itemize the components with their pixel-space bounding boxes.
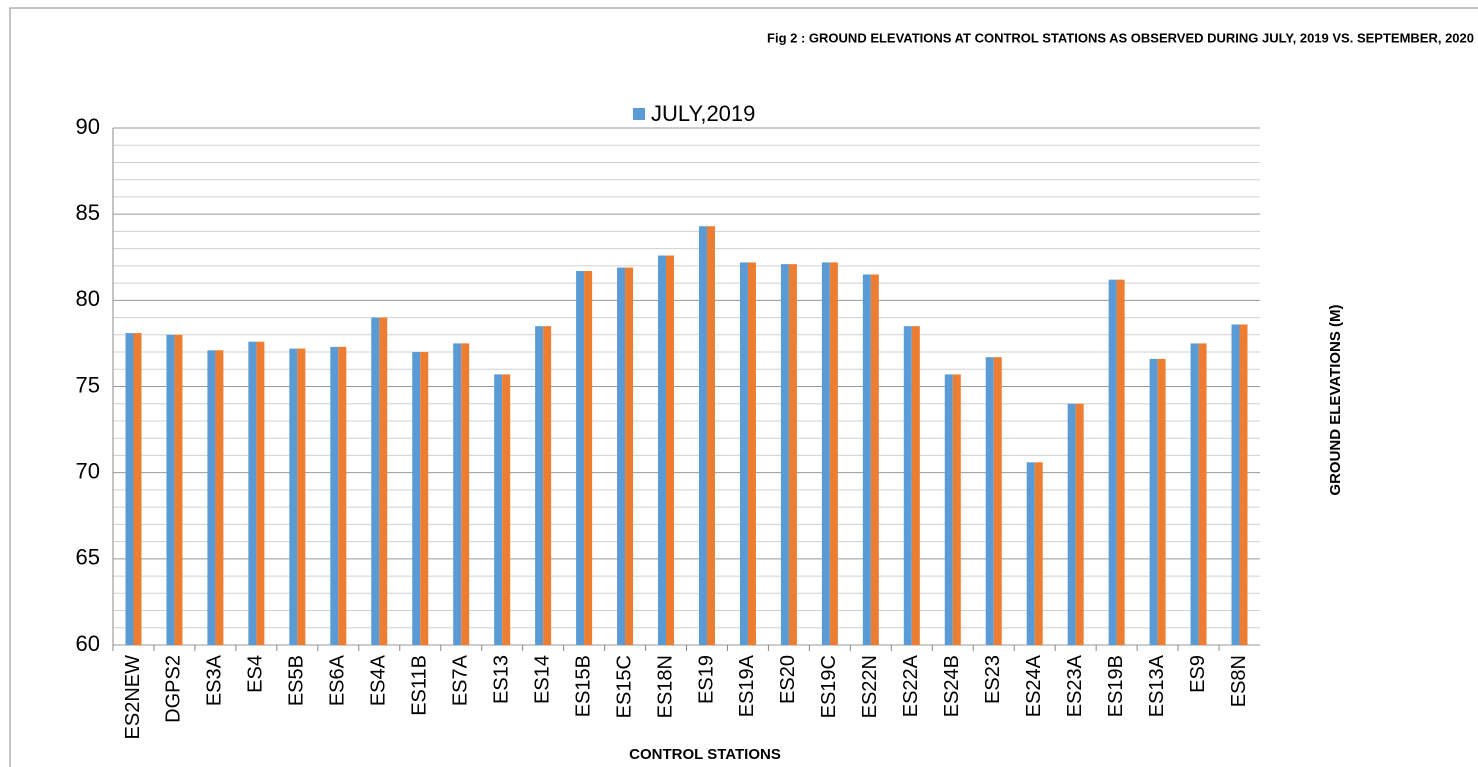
bar [1067, 403, 1076, 645]
y-axis-label: GROUND ELEVATIONS (M) [1327, 304, 1344, 495]
x-tick-label: ES2NEW [122, 655, 144, 740]
bar [1149, 358, 1158, 645]
x-tick-label: ES22N [859, 655, 881, 718]
bar [133, 333, 142, 645]
bar [862, 274, 871, 645]
bar [625, 267, 634, 645]
x-tick-label: ES9 [1187, 655, 1209, 693]
bar [944, 374, 953, 645]
bar [1157, 358, 1166, 645]
bar [698, 226, 707, 646]
bar [289, 348, 298, 645]
bar [870, 274, 879, 645]
x-tick-label: ES13 [490, 655, 512, 704]
bar [543, 326, 552, 645]
bar [256, 341, 265, 645]
bar [739, 262, 748, 645]
x-tick-label: ES19 [695, 655, 717, 704]
bar [494, 374, 503, 645]
bar [371, 317, 380, 645]
x-tick-label: ES24B [941, 655, 963, 717]
bar [215, 350, 224, 645]
x-tick-label: ES24A [1023, 654, 1045, 717]
bar [952, 374, 961, 645]
y-tick-label: 90 [76, 114, 100, 139]
y-tick-label: 65 [76, 545, 100, 570]
bar [666, 255, 675, 645]
bar [420, 352, 429, 645]
bar [576, 271, 585, 645]
bar [174, 334, 183, 645]
legend-swatch [633, 108, 645, 120]
y-tick-label: 85 [76, 200, 100, 225]
bar [1075, 403, 1084, 645]
x-tick-label: ES18N [654, 655, 676, 718]
bar [911, 326, 920, 645]
x-tick-label: ES20 [777, 655, 799, 704]
bar [412, 352, 421, 645]
bar [1116, 279, 1125, 645]
bar [453, 343, 462, 645]
bar [297, 348, 306, 645]
x-tick-label: ES11B [409, 655, 431, 716]
bar [780, 264, 789, 645]
y-tick-label: 80 [76, 286, 100, 311]
bar [330, 346, 339, 645]
x-tick-label: ES7A [449, 654, 471, 706]
bar [821, 262, 830, 645]
bar [993, 357, 1002, 645]
x-tick-label: ES19A [736, 654, 758, 717]
bar [207, 350, 216, 645]
bar [379, 317, 388, 645]
legend-label: JULY,2019 [651, 101, 755, 126]
bar [706, 226, 715, 646]
bar [1239, 324, 1248, 645]
bar [584, 271, 593, 645]
bar [1026, 462, 1035, 645]
x-tick-label: ES3A [204, 654, 226, 706]
x-tick-label: DGPS2 [163, 655, 185, 723]
x-tick-label: ES14 [531, 655, 553, 704]
bar [1034, 462, 1043, 645]
x-tick-label: ES15B [572, 655, 594, 717]
bar [1108, 279, 1117, 645]
x-tick-label: ES6A [327, 654, 349, 706]
y-tick-label: 75 [76, 372, 100, 397]
bar [829, 262, 838, 645]
bar [617, 267, 626, 645]
x-tick-label: ES22A [900, 654, 922, 717]
x-tick-label: ES8N [1228, 655, 1250, 707]
bar [1190, 343, 1199, 645]
bar [166, 334, 175, 645]
bar [903, 326, 912, 645]
x-tick-label: ES13A [1146, 654, 1168, 717]
x-tick-label: ES4 [245, 655, 267, 693]
bar [248, 341, 257, 645]
bar [1231, 324, 1240, 645]
x-tick-label: ES19C [818, 655, 840, 718]
x-axis-label: CONTROL STATIONS [629, 746, 781, 763]
bar [535, 326, 544, 645]
x-tick-label: ES23A [1064, 654, 1086, 717]
bar [125, 333, 134, 645]
y-tick-label: 70 [76, 458, 100, 483]
bar [338, 346, 347, 645]
bar [658, 255, 667, 645]
y-tick-label: 60 [76, 631, 100, 656]
x-tick-label: ES15C [613, 655, 635, 718]
chart-title: Fig 2 : GROUND ELEVATIONS AT CONTROL STA… [767, 30, 1474, 45]
x-tick-label: ES5B [286, 655, 308, 706]
bar [502, 374, 511, 645]
x-tick-label: ES23 [982, 655, 1004, 704]
bar [788, 264, 797, 645]
bar [1198, 343, 1207, 645]
bar [747, 262, 756, 645]
x-tick-label: ES4A [368, 654, 390, 706]
x-tick-label: ES19B [1105, 655, 1127, 717]
bar [461, 343, 470, 645]
bar [985, 357, 994, 645]
